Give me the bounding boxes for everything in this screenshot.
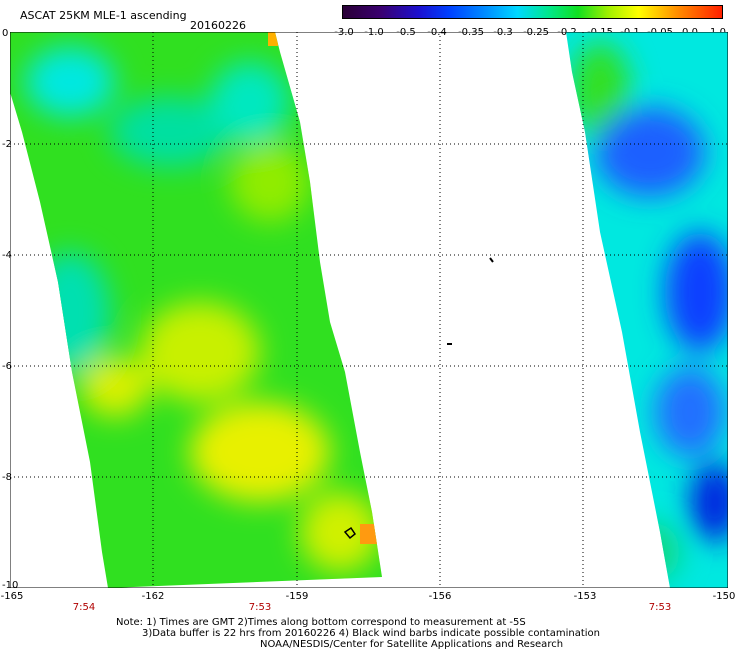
lat-label: 0 bbox=[2, 28, 9, 39]
map-date: 20160226 bbox=[190, 19, 246, 32]
lat-label: -2 bbox=[2, 139, 12, 150]
right-swath bbox=[566, 32, 728, 588]
lon-label: -165 bbox=[0, 591, 24, 602]
lon-label: -150 bbox=[712, 591, 736, 602]
lat-label: -8 bbox=[2, 472, 12, 483]
lon-label: -153 bbox=[573, 591, 597, 602]
footer-note-2: 3)Data buffer is 22 hrs from 20160226 4)… bbox=[142, 628, 600, 639]
lon-label: -156 bbox=[428, 591, 452, 602]
lat-label: -10 bbox=[2, 580, 19, 591]
pass-time: 7:53 bbox=[248, 602, 272, 613]
wind-speed-map bbox=[10, 32, 728, 588]
left-swath bbox=[10, 32, 382, 588]
footer-note-1: Note: 1) Times are GMT 2)Times along bot… bbox=[116, 617, 526, 628]
lon-label: -159 bbox=[285, 591, 309, 602]
wind-barb bbox=[343, 526, 357, 540]
colorbar bbox=[342, 5, 723, 19]
pass-time: 7:54 bbox=[72, 602, 96, 613]
wind-barb bbox=[489, 257, 494, 263]
pass-time: 7:53 bbox=[648, 602, 672, 613]
footer-credit: NOAA/NESDIS/Center for Satellite Applica… bbox=[260, 639, 564, 650]
map-title: ASCAT 25KM MLE-1 ascending bbox=[20, 9, 187, 22]
grid-lines bbox=[10, 32, 728, 588]
lat-label: -6 bbox=[2, 361, 12, 372]
lat-label: -4 bbox=[2, 250, 12, 261]
lon-label: -162 bbox=[141, 591, 165, 602]
